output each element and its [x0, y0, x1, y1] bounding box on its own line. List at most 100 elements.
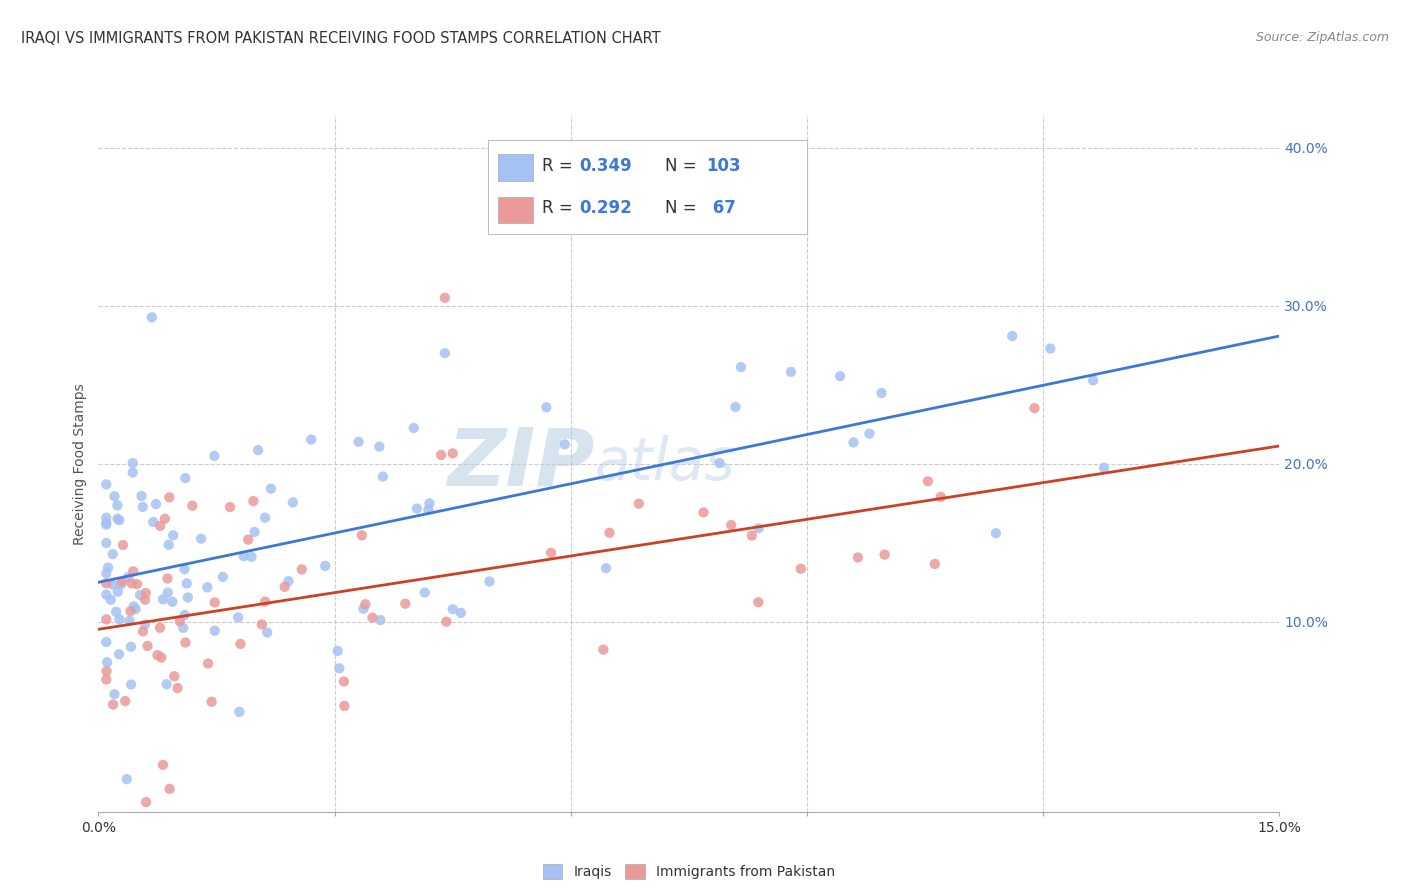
Point — [157, 490, 180, 504]
Text: R =: R = — [543, 199, 578, 217]
Point — [441, 602, 464, 616]
Point — [132, 500, 155, 514]
Point — [96, 516, 118, 530]
Point — [846, 550, 869, 565]
Point — [96, 612, 118, 626]
FancyBboxPatch shape — [498, 196, 533, 223]
Point — [108, 513, 131, 527]
Point — [121, 466, 143, 480]
Point — [176, 576, 198, 591]
Text: N =: N = — [665, 157, 702, 175]
Point — [156, 572, 179, 586]
Point — [108, 647, 131, 661]
Point — [181, 499, 204, 513]
Point — [120, 604, 142, 618]
FancyBboxPatch shape — [498, 154, 533, 181]
Point — [540, 546, 562, 560]
Point — [118, 614, 141, 628]
Point — [173, 607, 195, 622]
Point — [450, 606, 472, 620]
Point — [434, 615, 457, 629]
Point — [536, 401, 558, 415]
Point — [96, 510, 118, 524]
Point — [96, 517, 118, 532]
Point — [117, 570, 139, 584]
Text: atlas: atlas — [595, 435, 735, 492]
Point — [326, 644, 349, 658]
Point — [354, 597, 377, 611]
Point — [1024, 401, 1046, 416]
Point — [333, 698, 356, 713]
Point — [627, 497, 650, 511]
Point — [156, 677, 179, 691]
Point — [328, 661, 350, 675]
Point — [152, 592, 174, 607]
Point — [96, 566, 118, 581]
Point — [418, 503, 440, 517]
Point — [162, 528, 184, 542]
Point — [228, 705, 250, 719]
Point — [724, 400, 747, 414]
Point — [96, 664, 118, 678]
Point — [96, 656, 118, 670]
Point — [129, 588, 152, 602]
Point — [115, 772, 138, 786]
Point — [238, 533, 260, 547]
Point — [96, 673, 118, 687]
Text: 0.349: 0.349 — [579, 157, 631, 175]
Point — [554, 437, 576, 451]
Point — [124, 602, 146, 616]
Point — [219, 500, 242, 515]
Point — [122, 565, 145, 579]
Point — [96, 588, 118, 602]
Point — [153, 512, 176, 526]
Point — [134, 592, 156, 607]
Point — [190, 532, 212, 546]
Point — [984, 526, 1007, 541]
Point — [747, 595, 769, 609]
Point — [146, 648, 169, 662]
Point — [111, 538, 134, 552]
Point — [122, 599, 145, 614]
Point — [172, 621, 194, 635]
Point — [413, 585, 436, 599]
Point — [132, 624, 155, 639]
Point — [406, 501, 429, 516]
Point — [353, 601, 375, 615]
Point — [150, 650, 173, 665]
Point — [149, 621, 172, 635]
Point — [197, 657, 219, 671]
Point — [828, 369, 851, 384]
Text: IRAQI VS IMMIGRANTS FROM PAKISTAN RECEIVING FOOD STAMPS CORRELATION CHART: IRAQI VS IMMIGRANTS FROM PAKISTAN RECEIV… — [21, 31, 661, 46]
Point — [299, 433, 322, 447]
Point — [924, 557, 946, 571]
Point — [97, 560, 120, 574]
Point — [136, 639, 159, 653]
Point — [361, 610, 384, 624]
Point — [433, 346, 456, 360]
Point — [917, 475, 939, 489]
Point — [790, 562, 813, 576]
Point — [402, 421, 425, 435]
Point — [277, 574, 299, 589]
Point — [350, 528, 373, 542]
Point — [291, 562, 314, 576]
Point — [101, 698, 124, 712]
Point — [254, 510, 277, 524]
Point — [418, 496, 440, 510]
Point — [370, 613, 392, 627]
Point — [394, 597, 416, 611]
Point — [105, 605, 128, 619]
Point — [1083, 373, 1105, 387]
Point — [858, 426, 880, 441]
Point — [101, 577, 124, 591]
Point — [273, 580, 295, 594]
Point — [145, 497, 167, 511]
Point — [583, 211, 606, 226]
Point — [96, 576, 118, 591]
Point — [159, 781, 181, 796]
Point — [692, 505, 714, 519]
Text: 103: 103 — [707, 157, 741, 175]
Point — [166, 681, 188, 695]
Point — [120, 640, 142, 654]
